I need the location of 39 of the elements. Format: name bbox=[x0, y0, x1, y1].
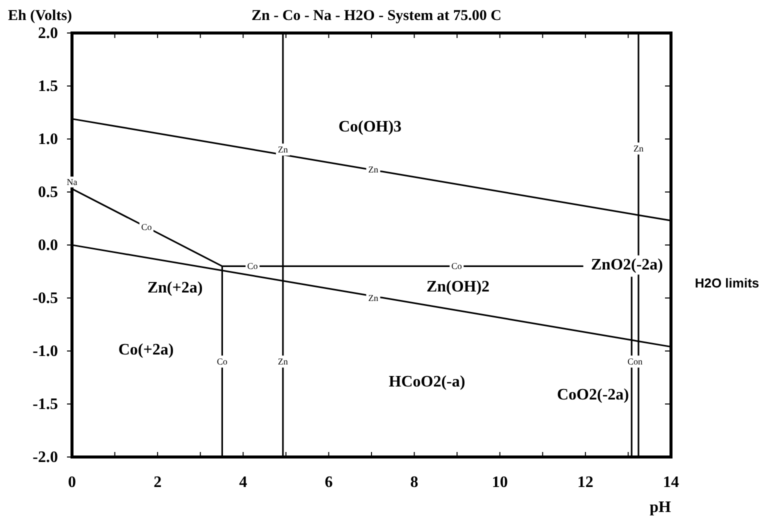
annotation: Zn(OH)2 bbox=[426, 278, 490, 296]
annotation: Co bbox=[451, 261, 462, 272]
annotation: Co(OH)3 bbox=[338, 118, 402, 136]
annotation: Con bbox=[628, 356, 644, 367]
annotation: Zn bbox=[368, 164, 379, 175]
chart-title: Zn - Co - Na - H2O - System at 75.00 C bbox=[252, 8, 502, 24]
x-tick-label: 8 bbox=[410, 474, 418, 491]
text: H2O limits bbox=[694, 276, 760, 290]
x-tick-label: 4 bbox=[239, 474, 248, 491]
annotation: Co bbox=[141, 222, 152, 232]
annotation: Co bbox=[216, 356, 228, 367]
y-tick-label: 1.5 bbox=[38, 78, 58, 95]
annotation: Co bbox=[247, 261, 258, 272]
annotation: Na bbox=[66, 177, 78, 187]
y-tick-label: -1.0 bbox=[32, 343, 58, 360]
y-tick-label: -2.0 bbox=[32, 449, 58, 466]
y-tick-label: 1.0 bbox=[38, 131, 58, 148]
annotation: CoO2(-2a) bbox=[557, 386, 629, 404]
y-tick-label: 0.5 bbox=[38, 184, 58, 201]
annotation: ZnO2(-2a) bbox=[591, 256, 663, 274]
x-axis-title: pH bbox=[650, 499, 672, 516]
annotation: HCoO2(-a) bbox=[388, 374, 466, 390]
annotation: Zn bbox=[278, 356, 288, 367]
y-tick-label: -1.5 bbox=[32, 396, 58, 413]
x-tick-label: 6 bbox=[324, 474, 333, 491]
x-tick-label: 10 bbox=[492, 474, 508, 491]
annotation: Zn(+2a) bbox=[147, 280, 203, 296]
annotation: Zn bbox=[278, 144, 288, 155]
y-tick-label: 2.0 bbox=[38, 25, 58, 42]
x-tick-label: 14 bbox=[663, 474, 679, 491]
y-tick-label: 0.0 bbox=[38, 237, 58, 254]
annotation: Co(+2a) bbox=[118, 342, 174, 358]
annotation: Zn bbox=[633, 144, 644, 154]
y-axis-title: Eh (Volts) bbox=[8, 8, 72, 24]
y-tick-label: -0.5 bbox=[32, 290, 58, 307]
annotation: Zn bbox=[368, 293, 379, 303]
x-tick-label: 2 bbox=[154, 474, 162, 491]
x-tick-label: 0 bbox=[68, 474, 76, 491]
x-tick-label: 12 bbox=[577, 474, 594, 491]
